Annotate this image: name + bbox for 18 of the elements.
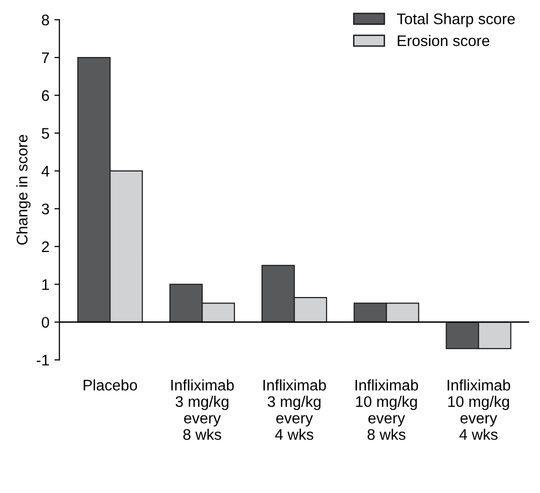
legend-label: Total Sharp score <box>396 13 515 28</box>
x-tick-label: Infliximab 3 mg/kg every 8 wks <box>171 379 234 440</box>
x-tick-label: Infliximab 3 mg/kg every 4 wks <box>263 379 326 440</box>
y-tick-label: 0 <box>42 316 50 328</box>
y-tick-label: 1 <box>42 279 49 290</box>
y-tick-label: 6 <box>42 90 50 101</box>
x-tick-label: Infliximab 10 mg/kg every 8 wks <box>356 379 418 440</box>
y-tick-label: 8 <box>42 14 50 26</box>
x-tick-label: Infliximab 10 mg/kg every 4 wks <box>448 379 510 440</box>
legend-label: Erosion score <box>398 34 490 46</box>
y-tick-label: 4 <box>42 166 50 176</box>
x-tick-label: Placebo <box>84 379 138 391</box>
y-tick-label: 3 <box>42 204 50 214</box>
y-tick-label: 2 <box>42 241 49 252</box>
y-tick-label: 7 <box>42 52 49 64</box>
y-tick-label: -1 <box>36 354 49 366</box>
y-axis-title: Change in score <box>16 134 31 245</box>
y-tick-label: 5 <box>42 128 50 139</box>
